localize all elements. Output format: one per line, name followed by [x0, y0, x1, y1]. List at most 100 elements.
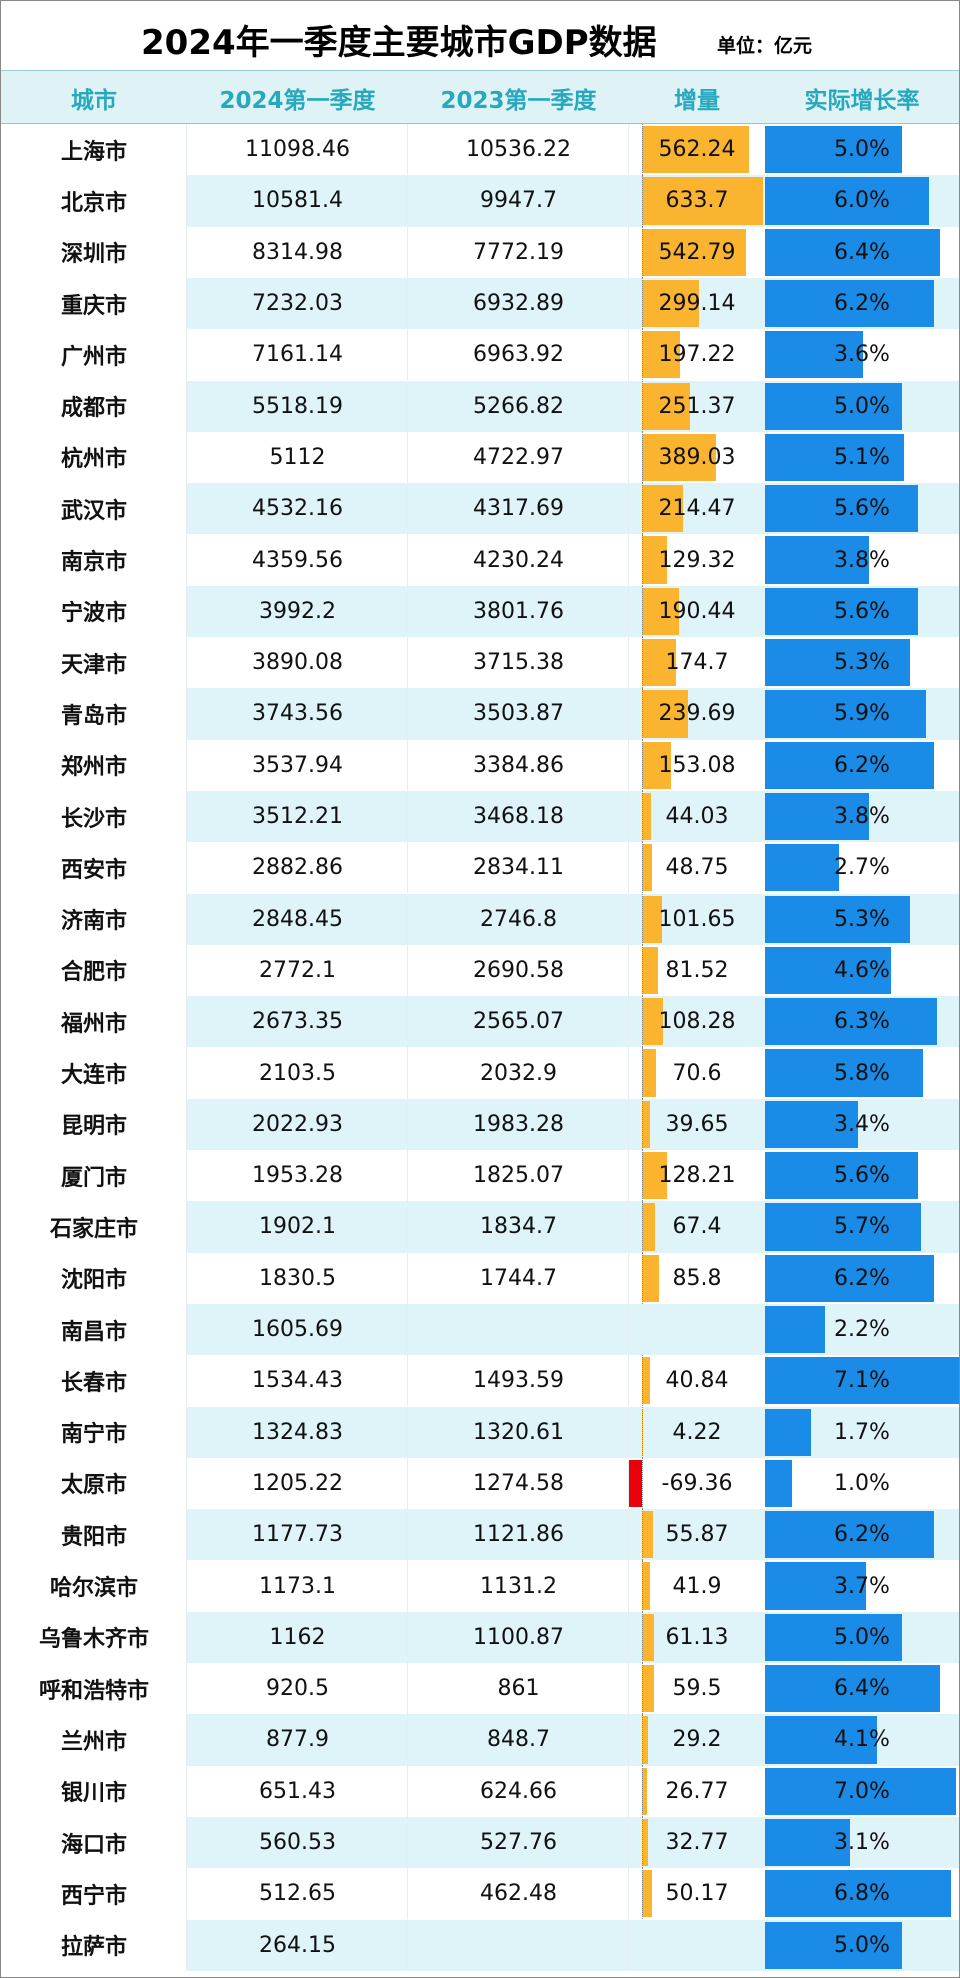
- increase-bar: [642, 279, 700, 328]
- cell-bg: [1, 1150, 187, 1202]
- axis-line: [642, 1150, 644, 1202]
- growth-bar: [765, 1716, 878, 1764]
- axis-line: [642, 175, 644, 227]
- growth-bar: [765, 1203, 921, 1251]
- growth-bar: [765, 946, 891, 995]
- cell-divider: [407, 483, 408, 535]
- axis-line: [642, 1560, 644, 1612]
- growth-label: 7.0%: [834, 1778, 890, 1804]
- growth-label: 3.7%: [834, 1573, 890, 1599]
- cell-value: 10536.22: [466, 137, 571, 163]
- increase-bar: [642, 741, 672, 789]
- cell-divider: [407, 585, 408, 637]
- city-name: 海口市: [60, 1832, 127, 1858]
- cell-bg: [1, 1457, 187, 1510]
- growth-bar: [765, 485, 918, 533]
- increase-bar: [642, 1818, 649, 1867]
- cell-value: 1121.86: [473, 1522, 564, 1548]
- cell-divider: [628, 842, 629, 894]
- cell-divider: [628, 996, 629, 1048]
- cell-value: 542.79: [658, 239, 736, 265]
- cell-value: 32.77: [665, 1830, 729, 1856]
- cell-divider: [407, 1714, 408, 1766]
- cell-value: 2673.35: [252, 1009, 343, 1035]
- cell-value: 1320.61: [473, 1419, 564, 1445]
- cell-value: 1493.59: [473, 1368, 564, 1394]
- city-name: 拉萨市: [60, 1935, 127, 1961]
- cell-value: 527.76: [480, 1830, 557, 1856]
- cell-divider: [628, 1560, 629, 1612]
- cell-divider: [628, 1714, 629, 1766]
- growth-bar: [765, 1767, 957, 1815]
- increase-bar: [642, 587, 679, 635]
- cell-bg: [1, 1560, 187, 1612]
- cell-value: 3890.08: [252, 650, 343, 676]
- axis-line: [642, 739, 644, 791]
- axis-line: [642, 1816, 644, 1869]
- growth-label: 5.1%: [834, 444, 890, 470]
- cell-bg: [1, 1816, 187, 1869]
- cell-value: 61.13: [665, 1624, 729, 1650]
- cell-divider: [407, 1098, 408, 1150]
- axis-line: [642, 944, 644, 997]
- city-name: 沈阳市: [60, 1268, 127, 1294]
- city-name: 南京市: [60, 550, 127, 576]
- growth-bar: [765, 536, 869, 584]
- cell-divider: [407, 688, 408, 740]
- growth-bar: [765, 1511, 935, 1559]
- increase-bar: [642, 1613, 654, 1661]
- cell-bg: [1, 1355, 187, 1407]
- cell-divider: [407, 1252, 408, 1304]
- city-name: 济南市: [60, 909, 127, 935]
- cell-divider: [628, 226, 629, 278]
- cell-bg: [1, 1098, 187, 1150]
- cell-divider: [628, 1201, 629, 1253]
- cell-bg: [1, 124, 187, 176]
- title-bar: 2024年一季度主要城市GDP数据 单位：亿元: [1, 1, 959, 71]
- cell-value: 5112: [269, 444, 326, 470]
- growth-bar: [765, 792, 869, 841]
- axis-line: [642, 277, 644, 330]
- cell-value: 6963.92: [473, 342, 564, 368]
- growth-label: 6.2%: [834, 752, 890, 778]
- growth-label: 5.6%: [834, 1163, 890, 1189]
- cell-value: 10581.4: [252, 188, 343, 214]
- cell-value: 29.2: [672, 1727, 722, 1753]
- increase-bar: [642, 844, 652, 892]
- cell-value: 9947.7: [480, 188, 557, 214]
- cell-divider: [628, 739, 629, 791]
- increase-bar: [642, 1254, 659, 1302]
- cell-divider: [407, 1560, 408, 1612]
- growth-label: 6.4%: [834, 239, 890, 265]
- city-name: 南宁市: [60, 1422, 127, 1448]
- cell-divider: [628, 1663, 629, 1715]
- growth-label: 6.2%: [834, 1522, 890, 1548]
- growth-bar: [765, 433, 905, 482]
- growth-label: 1.7%: [834, 1419, 890, 1445]
- cell-value: 239.69: [658, 701, 736, 727]
- growth-bar: [765, 126, 902, 174]
- increase-bar: [642, 1100, 650, 1148]
- growth-label: 6.4%: [834, 1676, 890, 1702]
- city-name: 宁波市: [60, 601, 127, 627]
- cell-value: 3715.38: [473, 650, 564, 676]
- growth-bar: [765, 279, 935, 328]
- city-name: 乌鲁木齐市: [38, 1627, 149, 1653]
- cell-value: 512.65: [259, 1881, 336, 1907]
- cell-value: 3801.76: [473, 598, 564, 624]
- cell-divider: [407, 1303, 408, 1356]
- increase-bar: [642, 382, 691, 430]
- increase-bar: [642, 536, 667, 584]
- growth-bar: [765, 1613, 902, 1661]
- cell-value: 214.47: [658, 496, 736, 522]
- cell-value: 85.8: [672, 1265, 722, 1291]
- axis-line: [642, 1457, 644, 1510]
- cell-value: 1162: [269, 1624, 326, 1650]
- growth-label: 6.3%: [834, 1009, 890, 1035]
- column-header: 增量: [674, 87, 720, 114]
- axis-line: [642, 1868, 644, 1920]
- cell-value: 1830.5: [259, 1265, 336, 1291]
- cell-divider: [407, 790, 408, 843]
- cell-divider: [407, 534, 408, 586]
